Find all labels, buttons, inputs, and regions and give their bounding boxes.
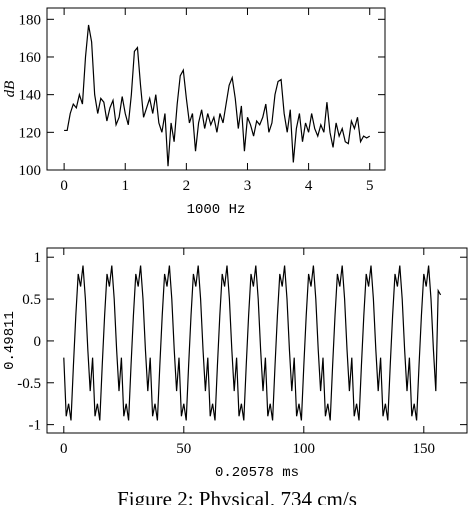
x-tick-label: 50 (176, 441, 191, 457)
y-tick-label: 160 (19, 50, 42, 66)
y-tick-label: 0.5 (22, 292, 41, 308)
y-tick-label: 120 (19, 125, 42, 141)
y-axis-label: dB (2, 81, 18, 98)
x-tick-label: 0 (60, 178, 68, 194)
x-axis-label: 0.20578 ms (215, 465, 299, 481)
y-tick-label: 100 (19, 163, 42, 179)
x-tick-label: 100 (293, 441, 316, 457)
plot-frame (46, 7, 386, 171)
y-tick-label: -0.5 (17, 376, 41, 392)
x-tick-label: 3 (244, 178, 252, 194)
x-tick-label: 150 (413, 441, 436, 457)
caption: Figure 2: Physical, 734 cm/s (117, 487, 357, 505)
y-tick-label: 180 (19, 12, 42, 28)
x-tick-label: 5 (366, 178, 374, 194)
data-line (63, 265, 442, 421)
y-tick-label: 1 (34, 250, 42, 266)
y-tick-label: -1 (29, 418, 42, 434)
x-tick-label: 4 (305, 178, 313, 194)
x-tick-label: 2 (183, 178, 191, 194)
y-tick-label: 140 (19, 88, 42, 104)
x-tick-label: 1 (121, 178, 129, 194)
y-tick-label: 0 (34, 334, 42, 350)
x-axis-label: 1000 Hz (187, 202, 246, 218)
x-tick-label: 0 (60, 441, 68, 457)
data-line (64, 24, 371, 167)
y-axis-label: 0.49811 (2, 311, 18, 370)
